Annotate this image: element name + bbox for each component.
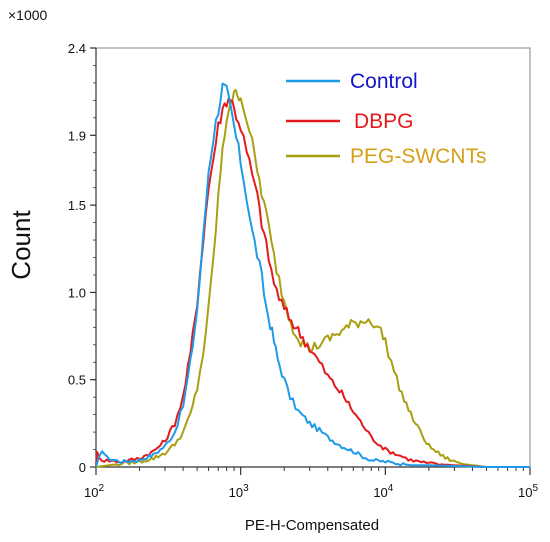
legend-label: DBPG — [354, 110, 414, 133]
y-tick-label: 0.5 — [68, 373, 86, 388]
plot-area — [95, 47, 531, 468]
x-tick-label: 105 — [518, 483, 538, 500]
legend: Control DBPG PEG-SWCNTs — [286, 70, 487, 168]
series-line-peg-swcnts — [95, 89, 530, 468]
x-axis: 102 103 104 105 — [84, 466, 538, 500]
plot-border — [95, 47, 531, 468]
y-axis: 0 0.5 1.0 1.5 1.9 2.4 — [68, 41, 97, 475]
x-axis-title: PE-H-Compensated — [245, 517, 379, 534]
y-tick-label: 1.5 — [68, 198, 86, 213]
y-tick-label: 0 — [79, 460, 86, 475]
y-tick-label: 1.9 — [68, 128, 86, 143]
x-tick-label: 104 — [373, 483, 393, 500]
x-tick-label: 102 — [84, 483, 104, 500]
legend-label: PEG-SWCNTs — [350, 145, 487, 168]
x-tick-label: 103 — [229, 483, 249, 500]
y-tick-label: 1.0 — [68, 285, 86, 300]
series-lines — [95, 82, 530, 468]
y-multiplier-label: ×1000 — [8, 7, 48, 23]
y-axis-title: Count — [6, 210, 36, 280]
y-tick-label: 2.4 — [68, 41, 86, 56]
series-line-control — [95, 82, 530, 468]
legend-label: Control — [350, 70, 418, 93]
